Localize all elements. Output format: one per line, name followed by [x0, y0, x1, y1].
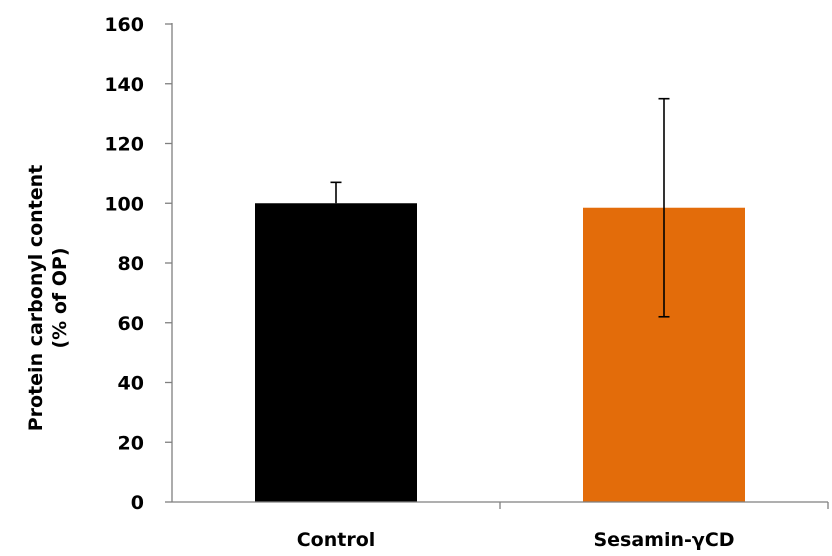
y-axis-title-line-2: (% of OP)	[49, 247, 71, 348]
y-axis-ticks: 0 20 40 60 80 100 120 140 160	[104, 14, 172, 514]
y-tick-label: 20	[118, 432, 144, 454]
y-axis-title-line-1: Protein carbonyl content	[25, 165, 47, 432]
bars	[255, 203, 745, 502]
x-axis-labels: Control Sesamin-γCD	[297, 529, 735, 551]
y-tick-label: 80	[118, 253, 144, 275]
y-tick-label: 120	[104, 134, 144, 156]
y-tick-label: 0	[131, 492, 144, 514]
y-tick-label: 140	[104, 74, 144, 96]
axes	[171, 23, 829, 509]
y-tick-label: 100	[104, 193, 144, 215]
y-axis-title: Protein carbonyl content (% of OP)	[25, 165, 71, 432]
x-category-label: Sesamin-γCD	[593, 529, 734, 551]
y-tick-label: 60	[118, 313, 144, 335]
error-bars	[330, 97, 670, 318]
x-category-label: Control	[297, 529, 376, 551]
y-tick-label: 160	[104, 14, 144, 36]
bar-control	[255, 203, 417, 502]
y-tick-label: 40	[118, 373, 144, 395]
